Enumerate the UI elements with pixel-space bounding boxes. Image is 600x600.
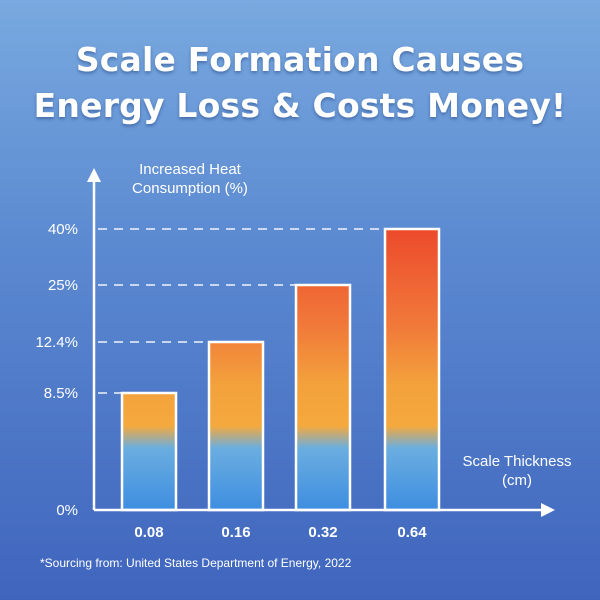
- x-axis-arrow: [541, 503, 555, 517]
- chart-title-line-2: Energy Loss & Costs Money!: [33, 86, 567, 125]
- source-footnote: *Sourcing from: United States Department…: [40, 556, 352, 570]
- bar-0.08: [120, 391, 178, 512]
- bar-0.64: [383, 227, 441, 512]
- y-tick-label: 25%: [48, 277, 78, 294]
- y-tick-label: 12.4%: [35, 334, 78, 351]
- y-axis-label: Increased Heat Consumption (%): [132, 161, 248, 197]
- x-tick-label: 0.16: [221, 524, 250, 541]
- x-tick-label: 0.08: [134, 524, 163, 541]
- x-tick-label: 0.64: [397, 524, 427, 541]
- x-axis-label: Scale Thickness (cm): [462, 453, 572, 489]
- y-axis-arrow: [87, 168, 101, 182]
- bar-0.16: [207, 340, 265, 512]
- y-tick-label: 8.5%: [44, 385, 78, 402]
- x-tick-label: 0.32: [308, 524, 337, 541]
- y-tick-label: 0%: [56, 502, 78, 519]
- y-tick-label: 40%: [48, 221, 78, 238]
- bar-0.32: [294, 283, 352, 512]
- chart-title-line-1: Scale Formation Causes: [75, 40, 525, 79]
